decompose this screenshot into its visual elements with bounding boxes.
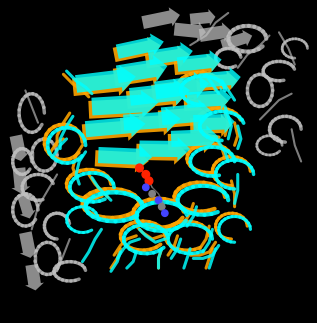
FancyArrow shape bbox=[184, 90, 228, 113]
FancyArrow shape bbox=[72, 69, 133, 96]
FancyArrow shape bbox=[171, 125, 219, 150]
FancyArrow shape bbox=[190, 9, 216, 26]
FancyArrow shape bbox=[25, 264, 44, 290]
FancyArrow shape bbox=[10, 134, 29, 161]
FancyArrow shape bbox=[139, 137, 190, 161]
FancyArrow shape bbox=[148, 42, 193, 65]
FancyArrow shape bbox=[161, 99, 212, 126]
Circle shape bbox=[145, 177, 153, 185]
FancyArrow shape bbox=[151, 76, 206, 102]
Circle shape bbox=[155, 197, 162, 203]
FancyArrow shape bbox=[220, 30, 252, 51]
FancyArrow shape bbox=[75, 65, 136, 93]
FancyArrow shape bbox=[154, 72, 209, 99]
FancyArrow shape bbox=[174, 22, 206, 41]
FancyArrow shape bbox=[88, 94, 155, 120]
Circle shape bbox=[158, 203, 165, 210]
FancyArrow shape bbox=[95, 148, 149, 172]
Circle shape bbox=[149, 191, 155, 197]
FancyArrow shape bbox=[116, 34, 164, 59]
FancyArrow shape bbox=[177, 50, 222, 72]
FancyArrow shape bbox=[196, 71, 238, 92]
FancyArrow shape bbox=[126, 82, 187, 109]
FancyArrow shape bbox=[85, 113, 146, 137]
FancyArrow shape bbox=[168, 129, 216, 153]
FancyArrow shape bbox=[145, 46, 190, 68]
FancyArrow shape bbox=[120, 111, 178, 135]
FancyArrow shape bbox=[141, 7, 180, 29]
FancyArrow shape bbox=[136, 141, 187, 165]
Circle shape bbox=[136, 164, 143, 172]
FancyArrow shape bbox=[11, 167, 30, 194]
FancyArrow shape bbox=[19, 231, 38, 258]
FancyArrow shape bbox=[199, 67, 241, 89]
FancyArrow shape bbox=[123, 108, 181, 132]
FancyArrow shape bbox=[199, 22, 231, 42]
FancyArrow shape bbox=[116, 55, 167, 83]
Circle shape bbox=[142, 171, 150, 178]
FancyArrow shape bbox=[17, 192, 36, 218]
FancyArrow shape bbox=[193, 110, 235, 133]
FancyArrow shape bbox=[158, 103, 209, 130]
FancyArrow shape bbox=[113, 58, 164, 86]
FancyArrow shape bbox=[82, 117, 142, 141]
FancyArrow shape bbox=[190, 114, 231, 137]
FancyArrow shape bbox=[98, 145, 152, 169]
FancyArrow shape bbox=[91, 90, 158, 117]
FancyArrow shape bbox=[174, 54, 218, 75]
FancyArrow shape bbox=[129, 78, 190, 106]
FancyArrow shape bbox=[187, 87, 231, 110]
FancyArrow shape bbox=[113, 37, 161, 62]
Circle shape bbox=[162, 210, 168, 216]
Circle shape bbox=[143, 184, 149, 191]
